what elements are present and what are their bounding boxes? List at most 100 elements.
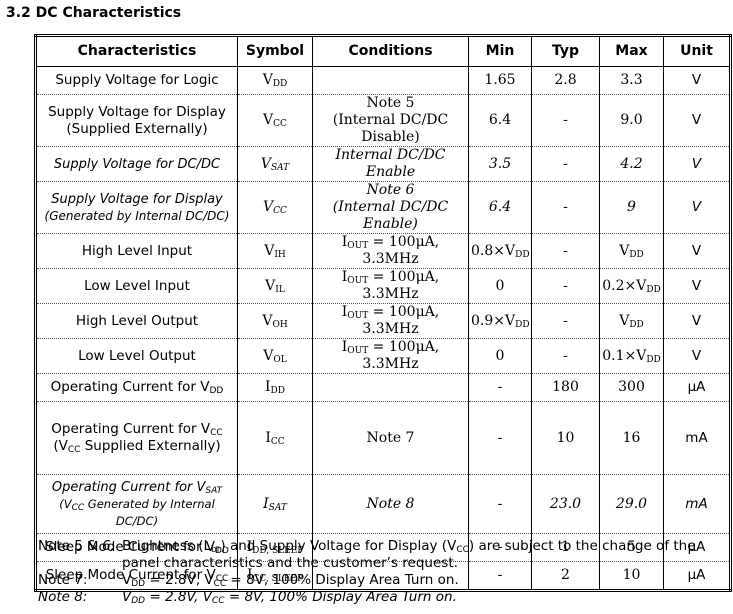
text-run: 0.1×V (602, 347, 647, 364)
subscript: OL (273, 354, 287, 365)
table-cell: 0 (468, 338, 532, 374)
text-run: V (619, 242, 630, 259)
cell-line: ICC (240, 430, 310, 447)
cell-text: V (691, 242, 702, 259)
table-cell: Supply Voltage for Display (Generated by … (35, 181, 238, 234)
table-cell: 2.8 (531, 66, 600, 95)
cell-line: VDD (240, 72, 310, 89)
cell-text: 1 (561, 539, 570, 555)
table-cell: Note 7 (312, 401, 469, 475)
cell-text: 23.0 (549, 495, 582, 512)
cell-text: (Internal DC/DC Disable) (332, 112, 449, 145)
text-run: = 100μA, 3.3MHz (362, 339, 440, 372)
subscript: DD (629, 249, 644, 260)
table-cell: μA (663, 373, 731, 402)
cell-text: Supply Voltage for Display (48, 103, 226, 120)
table-cell: 0.2×VDD (599, 268, 664, 304)
table-row: Supply Voltage for Display (Supplied Exte… (35, 94, 731, 147)
text-run: Note 7: (38, 572, 88, 588)
text-run: ) are subject to the change of the panel… (122, 538, 696, 571)
table-row: Operating Current for VSAT (VCC Generated… (35, 474, 731, 534)
table-cell: Supply Voltage for Display (Supplied Exte… (35, 94, 238, 147)
subscript: DD (215, 546, 229, 556)
cell-text: 29.0 (615, 495, 648, 512)
text-run: (V (53, 438, 68, 454)
cell-line: (Supplied Externally) (39, 121, 235, 138)
table-cell (312, 66, 469, 95)
cell-text: High Level Output (75, 312, 199, 329)
table-cell: - (531, 303, 600, 339)
cell-line: (VCC Generated by Internal DC/DC) (39, 496, 235, 530)
table-cell: V (663, 268, 731, 304)
text-run: V (122, 572, 132, 588)
cell-line: Supply Voltage for Display (39, 104, 235, 121)
table-cell: 6.4 (468, 94, 532, 147)
table-cell: Sleep Mode Current for VDD (35, 533, 238, 562)
cell-text: - (563, 312, 568, 329)
column-header: Symbol (237, 35, 313, 67)
note: Note 5 & 6: Brightness (Lbr) and Supply V… (38, 538, 728, 572)
table-cell: Supply Voltage for DC/DC (35, 146, 238, 182)
table-cell: VIH (237, 233, 313, 269)
table-cell: Operating Current for VSAT (VCC Generated… (35, 474, 238, 534)
table-row: High Level Input VIH IOUT = 100μA, 3.3MHz 0… (35, 233, 731, 269)
text-run: Note 8: (38, 589, 88, 605)
cell-line: Note 6 (315, 182, 466, 199)
table-cell: 10 (531, 401, 600, 475)
table-row: Sleep Mode Current for VDD IDD, SLEEP - 1 5 μ… (35, 533, 731, 562)
cell-text: 2 (561, 567, 570, 583)
italic-run: 6: (101, 538, 116, 554)
cell-text: - (497, 567, 503, 583)
column-header: Characteristics (35, 35, 238, 67)
text-run: = 8V, 100% Display Area Turn on. (224, 589, 457, 605)
text-run: Operating Current for V (50, 379, 210, 395)
table-cell: ISAT (237, 474, 313, 534)
table-cell: 180 (531, 373, 600, 402)
cell-text: Note 6 (366, 182, 415, 198)
subscript: CC (273, 119, 287, 129)
cell-text: V (691, 347, 702, 364)
table-cell: IOUT = 100μA, 3.3MHz (312, 303, 469, 339)
table-cell: IDD, SLEEP (237, 533, 313, 562)
table-cell: - (531, 338, 600, 374)
table-cell: 9 (599, 181, 664, 234)
table-cell: 5 (599, 533, 664, 562)
cell-text: (Internal DC/DC Enable) (332, 199, 449, 232)
note-label: Note 7: (38, 572, 122, 589)
text-run: I (246, 567, 253, 583)
cell-text: - (497, 379, 503, 395)
table-cell: VSAT (237, 146, 313, 182)
text-run: V (265, 277, 276, 294)
table-cell: V (663, 233, 731, 269)
column-header: Unit (663, 35, 731, 67)
subscript: DD (629, 319, 644, 330)
text-run: = 2.8V, V (145, 589, 212, 605)
table-cell: Internal DC/DC Enable (312, 146, 469, 182)
note-text: VDD = 2.8V, VCC = 8V, 100% Display Area … (122, 589, 728, 606)
table-cell: VOL (237, 338, 313, 374)
table-cell: IOUT = 100μA, 3.3MHz (312, 233, 469, 269)
cell-text: 0 (495, 277, 505, 294)
text-run: V (262, 72, 273, 88)
header-row: Characteristics Symbol Conditions Min Typ Max… (35, 35, 731, 67)
cell-text: V (691, 312, 702, 329)
cell-line: VOH (240, 313, 310, 330)
cell-text: High Level Input (81, 242, 193, 259)
table-cell: Supply Voltage for Logic (35, 66, 238, 95)
note: Note 8: VDD = 2.8V, VCC = 8V, 100% Displa… (38, 589, 728, 606)
cell-line: VSAT (240, 156, 310, 173)
cell-text: - (563, 199, 568, 215)
cell-text: 2.8 (554, 72, 577, 88)
text-run: Generated by Internal DC/DC) (84, 496, 215, 528)
subscript: DD, SLEEP (252, 546, 304, 556)
subscript: OUT (347, 241, 369, 251)
text-run: V (263, 112, 274, 128)
cell-text: 6.4 (488, 112, 512, 128)
cell-text: Low Level Output (78, 347, 196, 364)
text-run: Note 5 & (38, 538, 102, 554)
text-run: Sleep Mode Current for V (45, 539, 216, 555)
cell-line: VCC (240, 199, 310, 216)
table-cell: VIL (237, 268, 313, 304)
cell-text: Note 8 (366, 495, 415, 512)
table-cell: μA (663, 561, 731, 591)
